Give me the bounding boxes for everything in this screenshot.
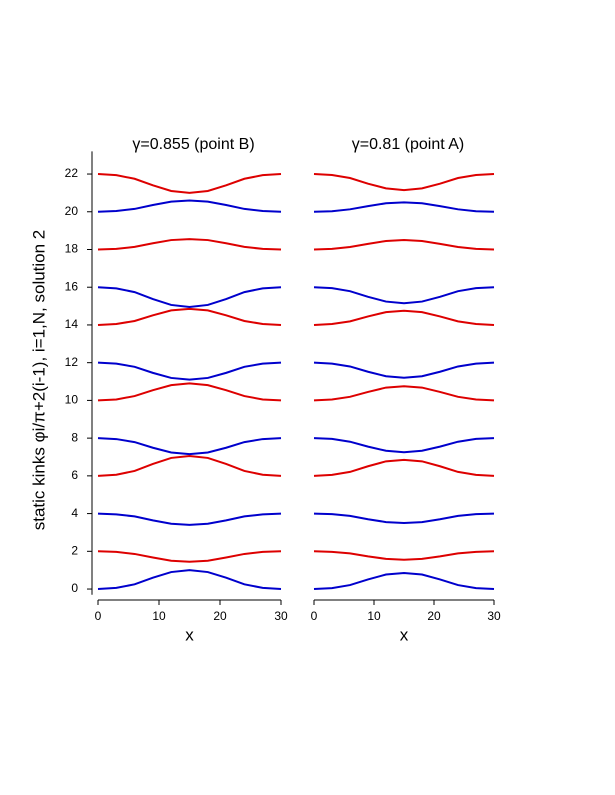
kink-curve xyxy=(313,512,495,525)
panel-title: γ=0.81 (point A) xyxy=(352,136,465,153)
kink-curve xyxy=(97,455,282,477)
panel-title: γ=0.855 (point B) xyxy=(132,136,254,153)
y-tick-label: 8 xyxy=(71,430,78,444)
y-tick-label: 4 xyxy=(71,506,78,520)
kink-curve xyxy=(313,173,495,192)
kink-curve xyxy=(97,199,282,213)
x-tick-label: 30 xyxy=(274,609,288,623)
kink-curve xyxy=(97,437,282,456)
kink-curve xyxy=(313,239,495,251)
kink-curve xyxy=(97,512,282,526)
kink-curve xyxy=(97,569,282,591)
kink-curve xyxy=(313,458,495,477)
x-axis-label: x xyxy=(185,625,194,644)
x-tick-label: 0 xyxy=(95,609,102,623)
y-tick-label: 10 xyxy=(65,393,79,407)
kink-curve xyxy=(313,572,495,591)
y-tick-label: 0 xyxy=(71,581,78,595)
kink-curve xyxy=(313,437,495,454)
x-tick-label: 10 xyxy=(152,609,166,623)
kink-curve xyxy=(313,385,495,402)
kink-curve xyxy=(313,550,495,561)
x-tick-label: 30 xyxy=(487,609,501,623)
y-tick-label: 22 xyxy=(65,166,79,180)
kink-curve xyxy=(97,361,282,381)
kink-curve xyxy=(97,173,282,194)
y-tick-label: 12 xyxy=(65,355,79,369)
kink-curve xyxy=(313,286,495,305)
y-tick-label: 6 xyxy=(71,468,78,482)
kink-curve xyxy=(313,309,495,326)
x-tick-label: 20 xyxy=(427,609,441,623)
kink-curve xyxy=(313,201,495,213)
x-tick-label: 0 xyxy=(311,609,318,623)
y-axis-label: static kinks φi/π+2(i-1), i=1,N, solutio… xyxy=(29,230,48,531)
kink-curve xyxy=(97,286,282,309)
y-tick-label: 20 xyxy=(65,204,79,218)
kink-curve xyxy=(313,361,495,379)
y-tick-label: 18 xyxy=(65,242,79,256)
kink-curve xyxy=(97,550,282,563)
y-tick-label: 14 xyxy=(65,317,79,331)
y-tick-label: 2 xyxy=(71,543,78,557)
kink-curve xyxy=(97,307,282,326)
x-axis-label: x xyxy=(400,625,409,644)
kink-curve xyxy=(97,382,282,402)
y-tick-label: 16 xyxy=(65,279,79,293)
x-tick-label: 20 xyxy=(213,609,227,623)
x-tick-label: 10 xyxy=(367,609,381,623)
kink-curve xyxy=(97,238,282,251)
